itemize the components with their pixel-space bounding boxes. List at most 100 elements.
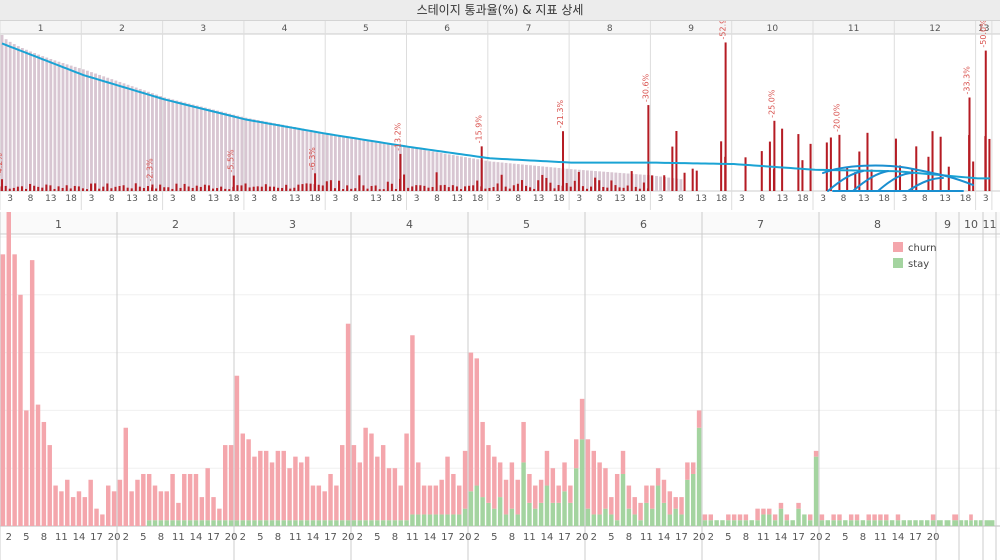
legend-swatch-stay: [893, 258, 903, 268]
churn-bar: [76, 491, 82, 526]
bottom-tick-label: 17: [909, 532, 922, 543]
remaining-bar: [195, 105, 199, 191]
bottom-tick-label: 14: [307, 532, 320, 543]
churn-bar: [667, 491, 673, 515]
stay-bar: [345, 520, 351, 526]
stay-bar: [509, 508, 515, 526]
churn-bar: [737, 514, 743, 521]
churn-bar: [81, 188, 84, 191]
churn-bar: [663, 175, 666, 191]
churn-bar: [439, 185, 442, 191]
stay-bar: [240, 520, 245, 526]
churn-bar: [123, 427, 128, 526]
stay-bar: [802, 514, 807, 526]
stay-bar: [889, 520, 895, 526]
stay-bar: [252, 520, 257, 526]
churn-bar: [476, 180, 479, 191]
churn-bar: [671, 146, 674, 191]
top-tick-label: 13: [208, 194, 219, 204]
churn-bar: [618, 187, 621, 191]
stay-bar: [316, 520, 322, 526]
churn-bar: [866, 132, 869, 191]
remaining-bar: [496, 162, 500, 191]
top-tick-label: 18: [147, 194, 159, 204]
bottom-tick-label: 5: [725, 532, 731, 543]
churn-bar: [525, 185, 528, 191]
bottom-tick-label: 8: [743, 532, 749, 543]
churn-bar: [809, 143, 812, 191]
stay-bar: [193, 520, 199, 526]
remaining-bar: [29, 51, 32, 191]
remaining-bar: [8, 41, 12, 191]
remaining-bar: [484, 160, 488, 191]
churn-bar: [100, 514, 105, 526]
stay-bar: [597, 514, 602, 526]
churn-bar: [527, 473, 532, 503]
churn-bar: [90, 183, 93, 191]
remaining-bar: [366, 140, 370, 191]
remaining-bar: [346, 136, 349, 191]
churn-bar: [211, 188, 215, 191]
top-tick-label: 13: [858, 194, 869, 204]
churn-bar: [146, 186, 149, 191]
top-tick-label: 3: [739, 194, 745, 204]
churn-bar: [594, 177, 597, 191]
bottom-tick-label: 8: [275, 532, 281, 543]
remaining-bar: [390, 144, 394, 191]
churn-bar: [316, 485, 322, 521]
churn-bar: [152, 485, 158, 521]
churn-bar: [12, 187, 15, 191]
remaining-bar: [626, 173, 630, 191]
remaining-bar: [403, 146, 406, 191]
churn-bar: [421, 485, 427, 515]
churn-percent-label: -4.2%: [0, 153, 4, 177]
churn-percent-label: -6.3%: [308, 147, 317, 171]
churn-bar: [451, 473, 456, 515]
remaining-bar: [187, 103, 191, 191]
remaining-bar: [431, 151, 435, 191]
top-tick-label: 8: [190, 194, 196, 204]
bottom-tick-label: 5: [842, 532, 848, 543]
bottom-stage-label: 9: [944, 218, 951, 231]
remaining-bar: [155, 94, 158, 191]
churn-bar: [380, 445, 386, 521]
remaining-bar: [146, 91, 150, 191]
stay-bar: [901, 520, 907, 526]
remaining-bar: [142, 90, 146, 191]
stay-bar: [433, 514, 439, 526]
churn-bar: [685, 462, 690, 480]
stay-bar: [702, 520, 708, 526]
churn-bar: [57, 186, 60, 191]
stay-bar: [223, 520, 228, 526]
remaining-bar: [179, 101, 183, 191]
churn-bar: [419, 185, 422, 191]
churn-spike: [151, 184, 154, 191]
churn-bar: [541, 174, 544, 191]
churn-bar: [122, 185, 125, 191]
stay-bar: [404, 520, 409, 526]
churn-spike: [232, 175, 235, 191]
churn-bar: [878, 514, 883, 521]
churn-bar: [825, 142, 828, 191]
bottom-tick-label: 8: [626, 532, 632, 543]
bottom-tick-label: 14: [775, 532, 788, 543]
top-stage-label: 1: [38, 24, 44, 34]
churn-bar: [744, 157, 747, 191]
churn-bar: [65, 185, 68, 191]
top-tick-label: 18: [309, 194, 321, 204]
churn-bar: [369, 433, 374, 521]
bottom-stage-label: 3: [289, 218, 296, 231]
churn-bar: [310, 485, 316, 521]
bottom-tick-label: 11: [757, 532, 770, 543]
top-tick-label: 13: [370, 194, 381, 204]
churn-bar: [894, 138, 897, 191]
remaining-bar: [81, 69, 85, 191]
top-tick-label: 8: [922, 194, 928, 204]
stay-bar: [275, 520, 281, 526]
churn-bar: [488, 187, 491, 191]
churn-bar: [53, 188, 56, 191]
churn-bar: [338, 180, 341, 191]
stay-bar: [574, 468, 579, 526]
churn-bar: [305, 183, 308, 191]
churn-bar: [988, 138, 991, 191]
